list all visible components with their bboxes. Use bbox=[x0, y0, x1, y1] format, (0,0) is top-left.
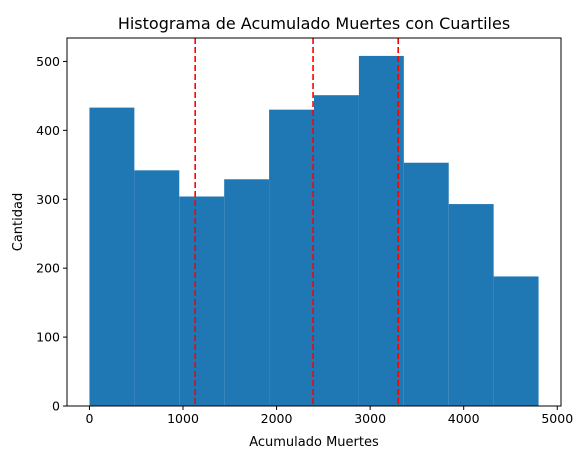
histogram-bar-0 bbox=[89, 107, 135, 406]
histogram-bar-3 bbox=[224, 179, 270, 406]
x-axis-ticks: 0 1000 2000 3000 4000 5000 bbox=[85, 406, 573, 426]
histogram-bar-8 bbox=[448, 204, 494, 406]
x-axis-label: Acumulado Muertes bbox=[249, 435, 379, 450]
y-tick-label: 500 bbox=[36, 54, 60, 69]
x-tick-label: 1000 bbox=[167, 411, 199, 426]
histogram-bar-2 bbox=[179, 196, 225, 406]
y-axis-label: Cantidad bbox=[11, 193, 26, 251]
x-tick-label: 3000 bbox=[354, 411, 386, 426]
y-axis-ticks: 0 100 200 300 400 500 bbox=[36, 54, 67, 414]
y-tick-label: 100 bbox=[36, 330, 60, 345]
x-tick-label: 0 bbox=[85, 411, 93, 426]
quartile-lines-group bbox=[194, 38, 400, 406]
histogram-bar-6 bbox=[358, 55, 404, 406]
histogram-bar-9 bbox=[493, 276, 539, 406]
y-tick-label: 0 bbox=[52, 399, 60, 414]
x-tick-label: 5000 bbox=[541, 411, 573, 426]
histogram-bar-1 bbox=[134, 170, 180, 406]
plot-frame bbox=[66, 37, 562, 407]
x-tick-label: 4000 bbox=[448, 411, 480, 426]
histogram-bar-4 bbox=[269, 109, 314, 406]
histogram-bar-5 bbox=[314, 95, 359, 407]
y-tick-label: 400 bbox=[36, 123, 60, 138]
chart-title: Histograma de Acumulado Muertes con Cuar… bbox=[118, 14, 510, 33]
y-tick-label: 200 bbox=[36, 261, 60, 276]
x-tick-label: 2000 bbox=[261, 411, 293, 426]
bars-group bbox=[89, 55, 539, 407]
histogram-bar-7 bbox=[403, 162, 449, 406]
y-tick-label: 300 bbox=[36, 192, 60, 207]
